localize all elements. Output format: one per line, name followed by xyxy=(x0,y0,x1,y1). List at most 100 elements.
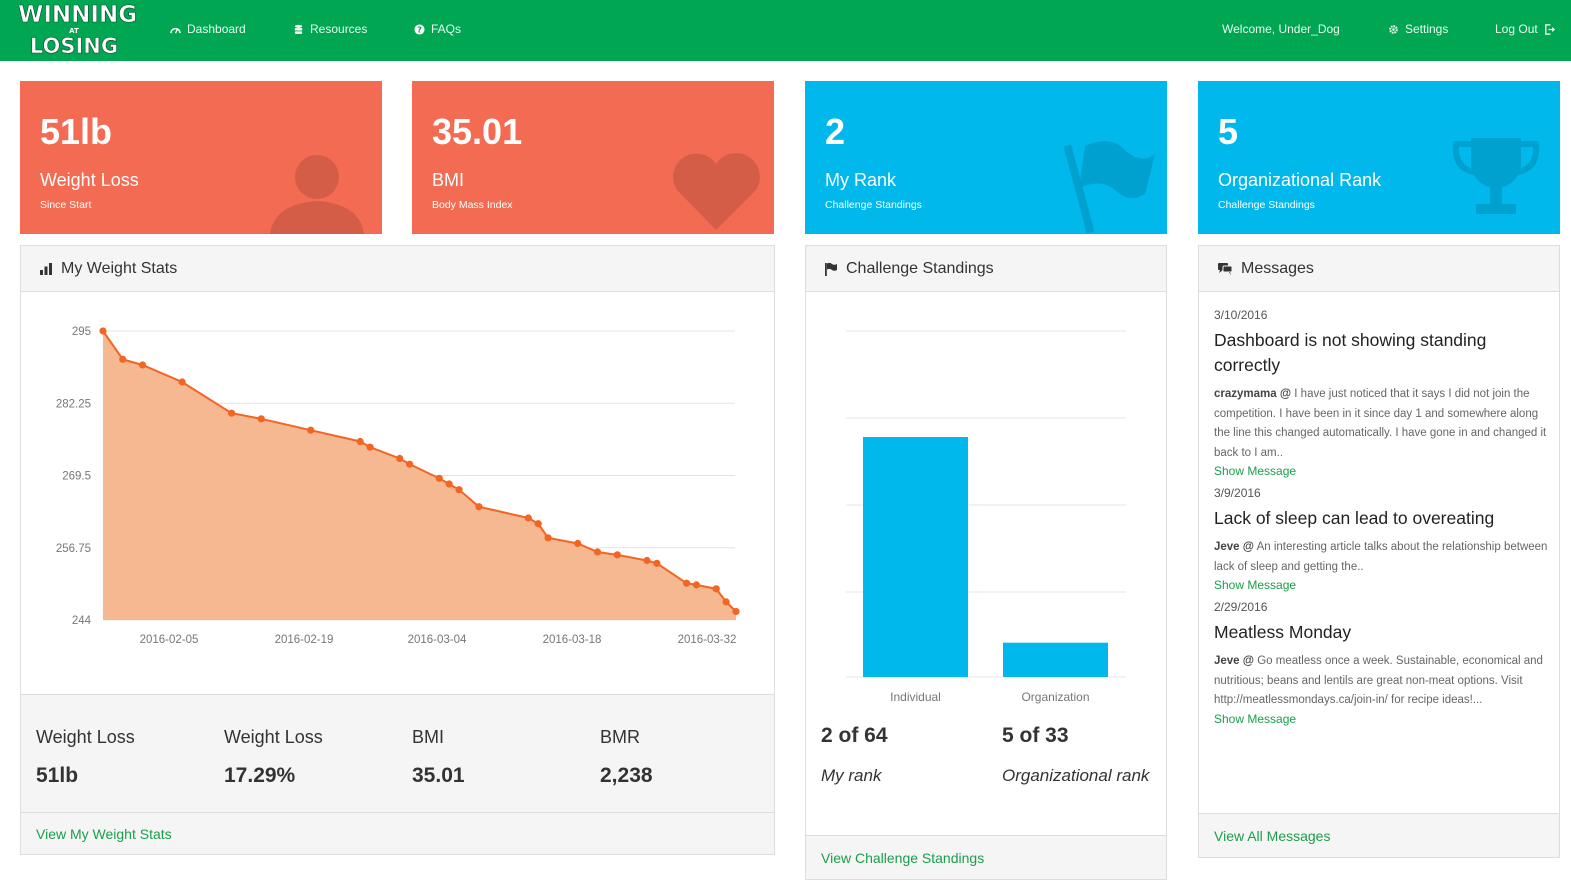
stat-weight-loss-percent: Weight Loss 17.29% xyxy=(224,727,323,787)
tile-my-rank[interactable]: 2 My Rank Challenge Standings xyxy=(805,81,1167,234)
x-tick-label: 2016-03-04 xyxy=(408,634,467,646)
tile-value: 51lb xyxy=(40,111,113,152)
y-tick-label: 256.75 xyxy=(56,543,91,555)
bar-chart-icon xyxy=(40,262,52,275)
message-text: An interesting article talks about the r… xyxy=(1214,541,1548,573)
message-item: 3/9/2016 Lack of sleep can lead to overe… xyxy=(1214,486,1549,592)
show-message-link[interactable]: Show Message xyxy=(1214,711,1297,726)
data-point xyxy=(445,480,453,488)
data-point xyxy=(712,585,720,593)
nav-resources-label: Resources xyxy=(310,22,368,36)
message-text: Go meatless once a week. Sustainable, ec… xyxy=(1214,655,1543,706)
message-title: Dashboard is not showing standing correc… xyxy=(1214,330,1487,375)
tile-label: BMI xyxy=(432,170,465,190)
y-tick-label: 244 xyxy=(72,615,92,627)
data-point xyxy=(593,548,602,556)
question-circle-icon: ? xyxy=(414,24,425,35)
message-body: Jeve @ An interesting article talks abou… xyxy=(1214,538,1549,577)
data-point xyxy=(257,415,265,423)
data-point xyxy=(475,503,483,511)
data-point xyxy=(435,474,443,482)
x-tick-label: 2016-03-18 xyxy=(543,634,602,646)
nav-logout[interactable]: Log Out xyxy=(1495,22,1555,36)
panel-heading: Messages xyxy=(1199,246,1559,292)
category-label: Individual xyxy=(890,690,941,704)
nav-faqs-label: FAQs xyxy=(431,22,462,36)
panel-heading: Challenge Standings xyxy=(806,246,1166,292)
message-item: 2/29/2016 Meatless Monday Jeve @ Go meat… xyxy=(1214,600,1549,726)
nav-faqs[interactable]: ? FAQs xyxy=(414,22,461,36)
stat-bmi: BMI 35.01 xyxy=(412,727,465,787)
view-weight-stats-link[interactable]: View My Weight Stats xyxy=(21,812,774,854)
message-author: crazymama @ xyxy=(1214,388,1292,400)
message-title: Lack of sleep can lead to overeating xyxy=(1214,508,1495,528)
show-message-link[interactable]: Show Message xyxy=(1214,578,1297,592)
tile-label: Weight Loss xyxy=(40,170,139,190)
view-all-messages-link[interactable]: View All Messages xyxy=(1199,813,1559,857)
data-point xyxy=(732,607,740,616)
svg-text:?: ? xyxy=(417,24,422,34)
tile-organizational-rank[interactable]: 5 Organizational Rank Challenge Standing… xyxy=(1198,81,1560,234)
tile-value: 35.01 xyxy=(432,111,523,152)
data-point xyxy=(356,437,364,446)
view-challenge-standings-link[interactable]: View Challenge Standings xyxy=(806,835,1166,879)
data-point xyxy=(682,579,691,587)
welcome-user-link[interactable]: Welcome, Under_Dog xyxy=(1222,22,1340,36)
tile-label: My Rank xyxy=(825,170,897,190)
tile-bmi[interactable]: 35.01 BMI Body Mass Index xyxy=(412,81,774,234)
my-rank-value: 2 of 64 xyxy=(821,724,888,747)
database-icon xyxy=(294,24,303,34)
data-point xyxy=(653,559,661,567)
x-tick-label: 2016-03-32 xyxy=(678,634,737,646)
data-point xyxy=(227,409,236,417)
user-icon xyxy=(270,155,364,234)
my-rank-label: My rank xyxy=(821,766,882,785)
message-body: crazymama @ I have just noticed that it … xyxy=(1214,385,1549,463)
heart-icon xyxy=(673,153,760,230)
message-author: Jeve @ xyxy=(1214,541,1254,553)
data-point xyxy=(574,539,582,548)
org-rank-value: 5 of 33 xyxy=(1002,724,1069,747)
message-text: I have just noticed that it says I did n… xyxy=(1214,388,1547,459)
panel-title: Messages xyxy=(1241,259,1314,277)
data-point xyxy=(692,581,701,589)
comments-icon xyxy=(1218,262,1233,275)
data-point xyxy=(178,378,186,386)
data-point xyxy=(396,454,404,463)
welcome-text: Welcome, Under_Dog xyxy=(1222,22,1340,36)
org-rank-label: Organizational rank xyxy=(1002,766,1150,785)
category-label: Organization xyxy=(1021,690,1089,704)
winning-at-losing-logo[interactable]: WINNING AT LOSING xyxy=(18,2,138,58)
flag-icon xyxy=(1063,141,1155,234)
tile-sub: Since Start xyxy=(40,199,92,211)
tile-weight-loss[interactable]: 51lb Weight Loss Since Start xyxy=(20,81,382,234)
message-date: 2/29/2016 xyxy=(1214,600,1268,614)
message-date: 3/9/2016 xyxy=(1214,486,1261,500)
data-point xyxy=(524,514,532,522)
message-list: 3/10/2016 Dashboard is not showing stand… xyxy=(1214,308,1549,726)
message-title: Meatless Monday xyxy=(1214,622,1352,642)
message-author: Jeve @ xyxy=(1214,655,1254,667)
nav-dashboard-label: Dashboard xyxy=(187,22,246,36)
messages-panel: Messages 3/10/2016 Dashboard is not show… xyxy=(1198,245,1560,858)
nav-resources[interactable]: Resources xyxy=(293,22,367,36)
tile-value: 5 xyxy=(1218,111,1239,152)
nav-logout-label: Log Out xyxy=(1495,22,1538,36)
nav-settings-label: Settings xyxy=(1405,22,1449,36)
y-tick-label: 295 xyxy=(72,326,91,338)
weight-stats-panel: My Weight Stats 244 256.75 269.5 282.25 295 2… xyxy=(20,245,775,855)
bar-organization xyxy=(1003,642,1108,677)
tile-sub: Body Mass Index xyxy=(432,199,513,211)
tile-value: 2 xyxy=(825,111,846,152)
nav-dashboard[interactable]: Dashboard xyxy=(170,22,246,36)
nav-settings[interactable]: Settings xyxy=(1388,22,1448,36)
bar-individual xyxy=(863,437,968,677)
top-navbar: WINNING AT LOSING Dashboard Resources ? … xyxy=(0,0,1571,61)
data-point xyxy=(366,443,374,451)
show-message-link[interactable]: Show Message xyxy=(1214,464,1297,478)
y-tick-label: 282.25 xyxy=(56,398,91,410)
stat-weight-loss-lb: Weight Loss 51lb xyxy=(36,727,135,787)
data-point xyxy=(722,598,730,606)
x-tick-label: 2016-02-19 xyxy=(275,634,334,646)
data-point xyxy=(613,551,621,559)
